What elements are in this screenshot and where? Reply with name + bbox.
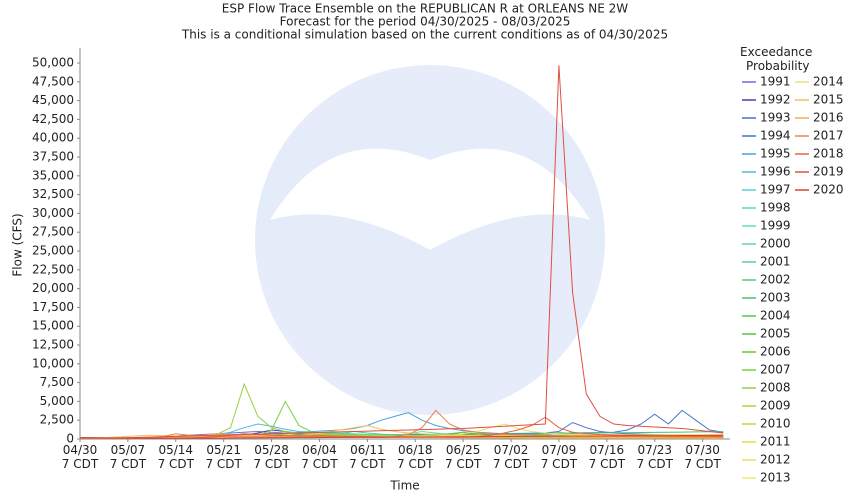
y-tick-label: 37,500 <box>32 150 74 164</box>
y-tick-label: 17,500 <box>32 300 74 314</box>
legend-label: 1996 <box>760 165 791 179</box>
series-line <box>80 409 724 439</box>
chart-title: ESP Flow Trace Ensemble on the REPUBLICA… <box>222 2 629 16</box>
y-tick-label: 45,000 <box>32 93 74 107</box>
legend-label: 2005 <box>760 327 791 341</box>
y-tick-label: 0 <box>66 432 74 446</box>
x-tick-label: 05/07 7 CDT <box>110 443 147 471</box>
y-tick-label: 7,500 <box>40 375 74 389</box>
legend-label: 2003 <box>760 291 791 305</box>
series-line <box>80 434 724 439</box>
y-tick-label: 50,000 <box>32 56 74 70</box>
legend-label: 2002 <box>760 273 791 287</box>
legend-label: 1997 <box>760 183 791 197</box>
legend-title: Exceedance Probability <box>740 45 812 73</box>
y-tick-label: 32,500 <box>32 187 74 201</box>
y-tick-label: 35,000 <box>32 168 74 182</box>
legend-label: 2020 <box>813 183 844 197</box>
x-tick-label: 07/09 7 CDT <box>541 443 578 471</box>
legend-label: 2019 <box>813 165 844 179</box>
legend-label: 2007 <box>760 363 791 377</box>
legend-label: 2013 <box>760 471 791 485</box>
x-tick-label: 05/21 7 CDT <box>205 443 242 471</box>
y-tick-label: 40,000 <box>32 131 74 145</box>
x-tick-label: 04/30 7 CDT <box>62 443 99 471</box>
legend-label: 2014 <box>813 75 844 89</box>
legend-label: 2008 <box>760 381 791 395</box>
y-tick-label: 47,500 <box>32 74 74 88</box>
legend-label: 2001 <box>760 255 791 269</box>
legend-label: 2000 <box>760 237 791 251</box>
series-line <box>80 65 724 439</box>
y-tick-label: 15,000 <box>32 319 74 333</box>
chart-caption: This is a conditional simulation based o… <box>181 28 668 42</box>
x-tick-label: 06/04 7 CDT <box>301 443 338 471</box>
legend-label: 1999 <box>760 219 791 233</box>
legend-label: 2016 <box>813 111 844 125</box>
legend-label: 2009 <box>760 399 791 413</box>
legend-label: 1993 <box>760 111 791 125</box>
legend-label: 2012 <box>760 453 791 467</box>
y-tick-label: 2,500 <box>40 413 74 427</box>
legend-label: 1992 <box>760 93 791 107</box>
x-tick-label: 07/16 7 CDT <box>589 443 626 471</box>
legend-label: 1991 <box>760 75 791 89</box>
y-tick-label: 25,000 <box>32 244 74 258</box>
y-tick-label: 27,500 <box>32 225 74 239</box>
legend-label: 1995 <box>760 147 791 161</box>
x-axis-title: Time <box>389 479 419 493</box>
x-tick-label: 05/28 7 CDT <box>253 443 290 471</box>
y-tick-label: 30,000 <box>32 206 74 220</box>
legend-label: 2015 <box>813 93 844 107</box>
y-tick-label: 5,000 <box>40 394 74 408</box>
legend-label: 2017 <box>813 129 844 143</box>
y-tick-label: 10,000 <box>32 356 74 370</box>
watermark <box>255 65 605 415</box>
y-tick-label: 42,500 <box>32 112 74 126</box>
y-axis-title: Flow (CFS) <box>11 213 25 276</box>
x-tick-label: 06/18 7 CDT <box>397 443 434 471</box>
chart-subtitle: Forecast for the period 04/30/2025 - 08/… <box>280 15 571 29</box>
x-tick-label: 06/25 7 CDT <box>445 443 482 471</box>
x-tick-label: 07/02 7 CDT <box>493 443 530 471</box>
y-tick-label: 12,500 <box>32 338 74 352</box>
x-tick-label: 06/11 7 CDT <box>349 443 386 471</box>
legend-label: 2010 <box>760 417 791 431</box>
legend-label: 1994 <box>760 129 791 143</box>
legend-label: 2006 <box>760 345 791 359</box>
legend-label: 2011 <box>760 435 791 449</box>
y-tick-label: 20,000 <box>32 281 74 295</box>
legend-label: 2018 <box>813 147 844 161</box>
legend-label: 2004 <box>760 309 791 323</box>
y-tick-label: 22,500 <box>32 262 74 276</box>
x-tick-label: 07/30 7 CDT <box>684 443 721 471</box>
x-tick-label: 07/23 7 CDT <box>637 443 674 471</box>
legend-label: 1998 <box>760 201 791 215</box>
x-tick-label: 05/14 7 CDT <box>158 443 195 471</box>
